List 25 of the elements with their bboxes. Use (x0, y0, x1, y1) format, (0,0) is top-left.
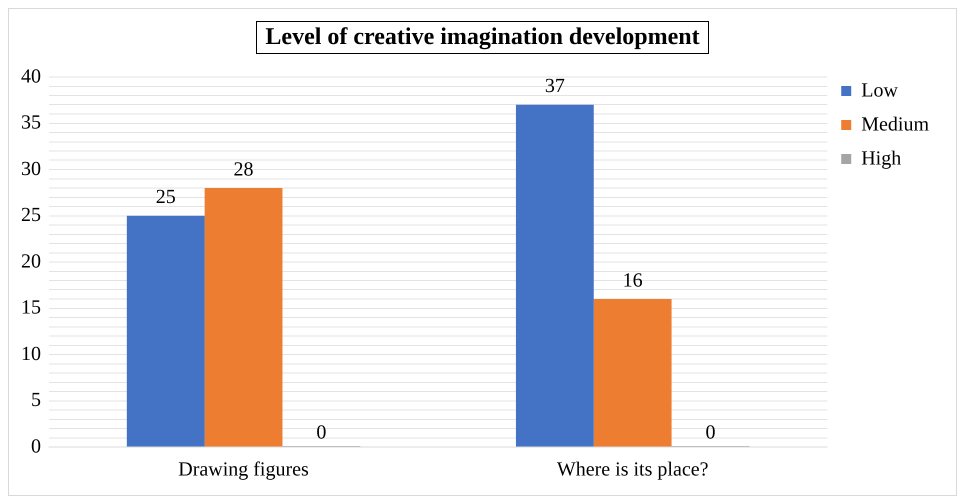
y-tick-label: 10 (21, 342, 41, 365)
data-label: 0 (316, 421, 326, 444)
y-tick-label: 20 (21, 250, 41, 272)
x-tick-label: Where is its place? (556, 458, 709, 480)
legend-label: Medium (861, 113, 930, 136)
y-tick-label: 35 (21, 112, 41, 134)
bar (516, 104, 594, 446)
y-tick-label: 30 (21, 158, 41, 180)
y-tick-label: 5 (31, 389, 41, 411)
data-label: 28 (234, 158, 254, 180)
legend-label: High (861, 147, 902, 170)
data-label: 37 (544, 75, 565, 97)
y-tick-label: 0 (31, 435, 41, 458)
bar (126, 216, 205, 446)
y-tick-label: 40 (21, 65, 41, 88)
bar (204, 188, 282, 446)
chart-title: Level of creative imagination development (256, 21, 709, 54)
data-label: 25 (156, 186, 176, 208)
data-label: 0 (705, 421, 716, 444)
y-tick-label: 15 (21, 296, 41, 318)
legend-label: Low (861, 79, 898, 102)
x-tick-label: Drawing figures (178, 458, 310, 480)
bar (594, 299, 672, 446)
data-label: 16 (622, 269, 643, 292)
y-tick-label: 25 (21, 204, 41, 226)
